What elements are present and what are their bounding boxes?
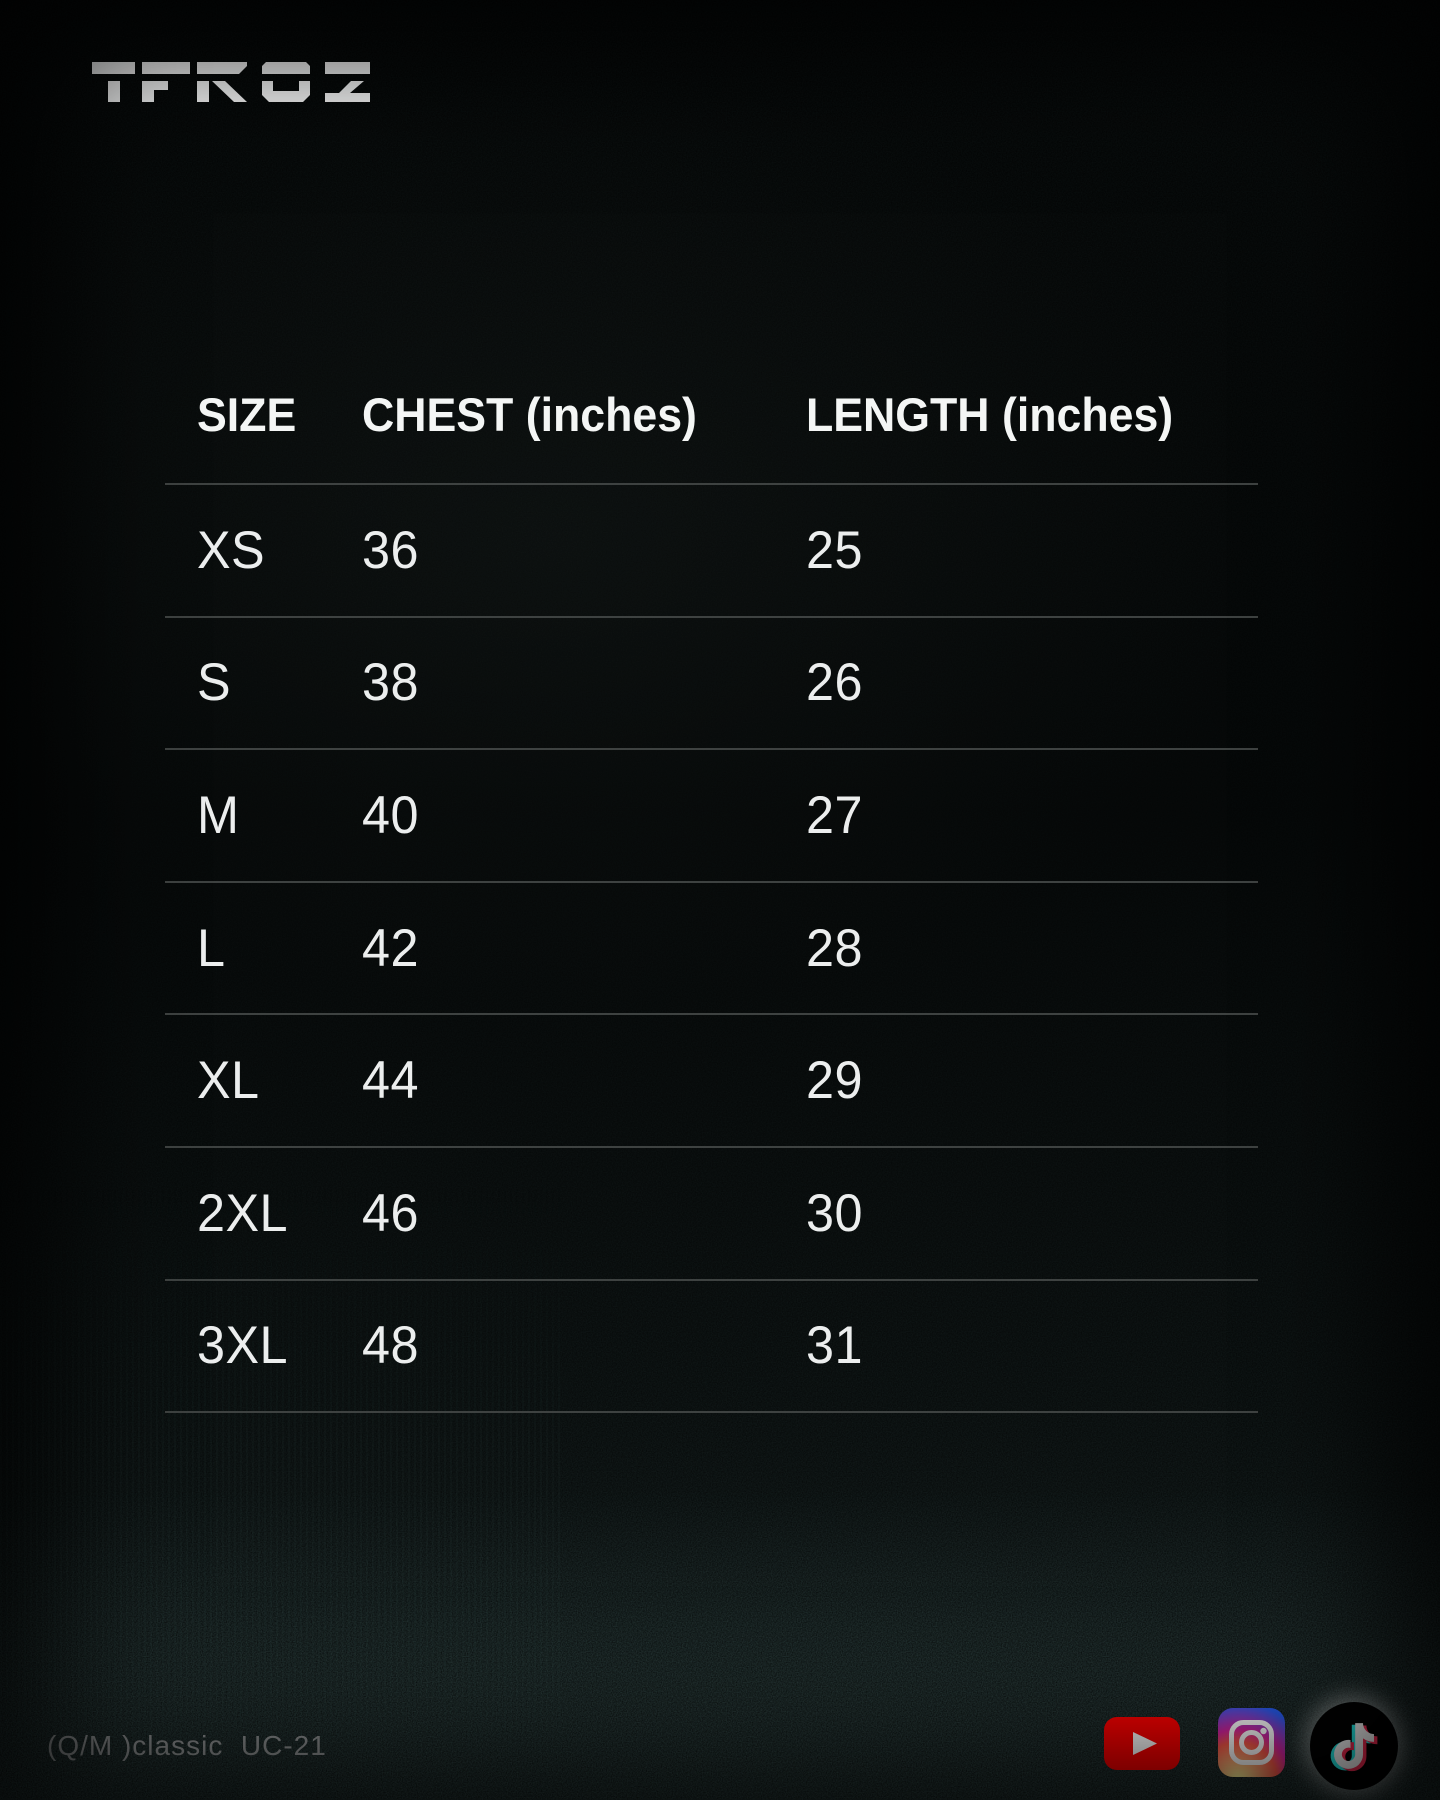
- size-cell: XL: [197, 1051, 260, 1111]
- size-cell: M: [197, 785, 240, 845]
- table-header-row: SIZE CHEST (inches) LENGTH (inches): [165, 345, 1258, 485]
- table-row: XS 36 25: [165, 485, 1258, 618]
- length-cell: 26: [806, 653, 863, 713]
- table-row: 2XL 46 30: [165, 1148, 1258, 1281]
- instagram-icon[interactable]: [1218, 1708, 1285, 1777]
- chest-cell: 46: [362, 1183, 419, 1243]
- table-row: L 42 28: [165, 883, 1258, 1016]
- table-row: XL 44 29: [165, 1015, 1258, 1148]
- product-code-caption: (Q/M )classic UC-21: [47, 1730, 327, 1761]
- size-chart-table: SIZE CHEST (inches) LENGTH (inches) XS 3…: [165, 345, 1258, 1414]
- chest-cell: 38: [362, 653, 419, 713]
- column-header-size: SIZE: [197, 387, 297, 441]
- size-cell: L: [197, 918, 226, 978]
- tiktok-icon[interactable]: [1310, 1702, 1398, 1790]
- size-cell: XS: [197, 520, 266, 580]
- chest-cell: 40: [362, 785, 419, 845]
- chest-cell: 48: [362, 1316, 419, 1376]
- brand-logo: [88, 62, 370, 102]
- chest-cell: 36: [362, 520, 419, 580]
- chest-cell: 44: [362, 1051, 419, 1111]
- length-cell: 28: [806, 918, 863, 978]
- table-row: S 38 26: [165, 618, 1258, 751]
- table-row: M 40 27: [165, 750, 1258, 883]
- tiktok-note-glyph: [1330, 1723, 1378, 1772]
- size-cell: 3XL: [197, 1316, 289, 1376]
- size-cell: S: [197, 653, 232, 713]
- youtube-icon[interactable]: [1104, 1717, 1180, 1770]
- length-cell: 29: [806, 1051, 863, 1111]
- column-header-length: LENGTH (inches): [806, 387, 1174, 441]
- brand-logo-glyphs: [92, 62, 370, 102]
- length-cell: 30: [806, 1183, 863, 1243]
- length-cell: 25: [806, 520, 863, 580]
- chest-cell: 42: [362, 918, 419, 978]
- social-icons-row: [1104, 1702, 1404, 1794]
- youtube-play-glyph: [1104, 1717, 1180, 1770]
- instagram-camera-glyph: [1229, 1720, 1274, 1765]
- column-header-chest: CHEST (inches): [362, 387, 697, 441]
- table-row: 3XL 48 31: [165, 1281, 1258, 1414]
- size-cell: 2XL: [197, 1183, 289, 1243]
- length-cell: 27: [806, 785, 863, 845]
- length-cell: 31: [806, 1316, 863, 1376]
